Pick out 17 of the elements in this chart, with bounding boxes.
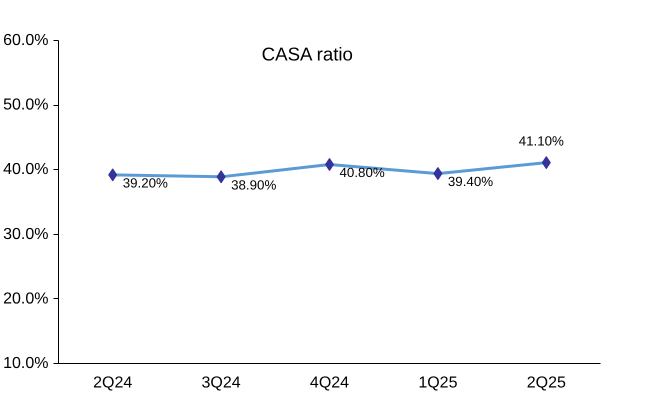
data-label: 40.80% — [340, 165, 385, 180]
x-tick-label: 2Q25 — [526, 374, 566, 392]
x-tick-label: 4Q24 — [310, 374, 350, 392]
y-tick-label: 20.0% — [3, 290, 49, 308]
y-tick-label: 30.0% — [3, 226, 49, 243]
data-label: 39.20% — [122, 175, 168, 190]
x-tick-label: 2Q24 — [93, 374, 132, 392]
y-tick-label: 40.0% — [3, 161, 49, 178]
y-tick-label: 60.0% — [3, 32, 49, 49]
data-label: 38.90% — [231, 177, 276, 192]
x-tick-label: 1Q25 — [418, 374, 458, 392]
y-tick-label: 50.0% — [3, 96, 49, 114]
x-tick-label: 3Q24 — [202, 374, 241, 392]
data-label: 41.10% — [518, 134, 564, 149]
chart-title: CASA ratio — [262, 44, 353, 65]
y-tick-label: 10.0% — [3, 355, 49, 372]
data-label: 39.40% — [448, 174, 494, 190]
